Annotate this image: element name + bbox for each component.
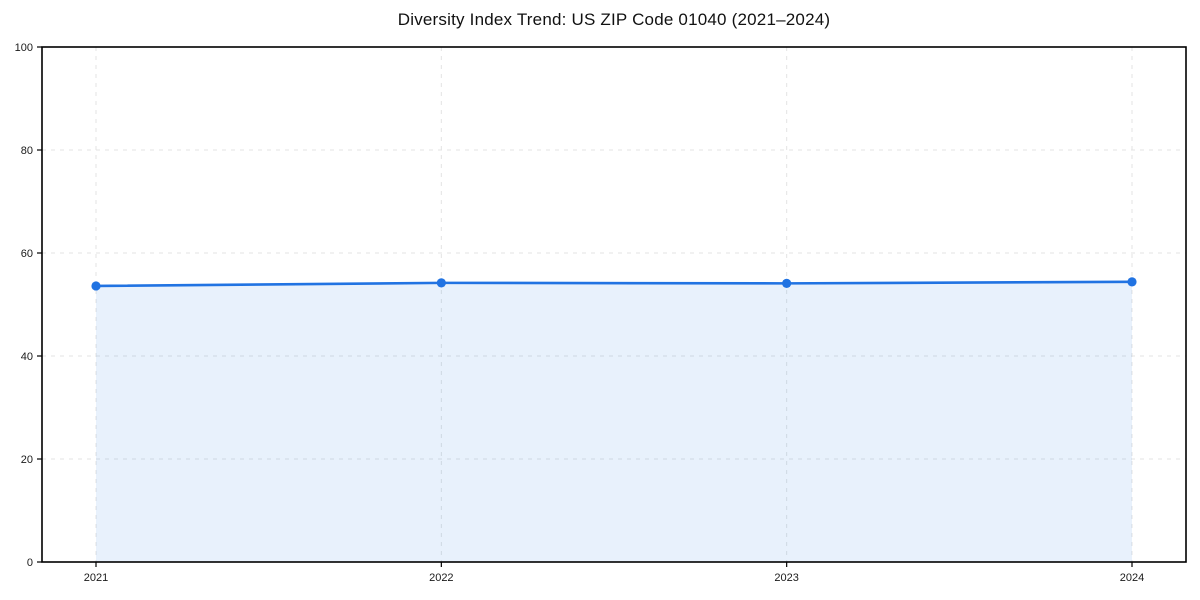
y-tick-label: 40 (21, 351, 33, 363)
data-point-2022 (436, 278, 446, 288)
x-tick-label: 2023 (774, 572, 798, 584)
trend-line (94, 280, 1134, 288)
chart-title: Diversity Index Trend: US ZIP Code 01040… (397, 10, 831, 29)
data-point-2021 (91, 281, 101, 291)
y-tick-label: 80 (21, 145, 33, 157)
x-tick-label: 2024 (1120, 572, 1144, 584)
y-tick-label: 60 (21, 248, 33, 260)
data-point-2023 (782, 278, 792, 288)
y-tick-label: 0 (27, 557, 33, 569)
x-tick-label: 2021 (84, 572, 108, 584)
area-fill (96, 281, 1132, 562)
data-point-2024 (1127, 277, 1137, 287)
axis-spines (41, 46, 1187, 563)
y-tick-label: 20 (21, 454, 33, 466)
x-tick-label: 2022 (429, 572, 453, 584)
y-tick-label: 100 (15, 42, 33, 54)
